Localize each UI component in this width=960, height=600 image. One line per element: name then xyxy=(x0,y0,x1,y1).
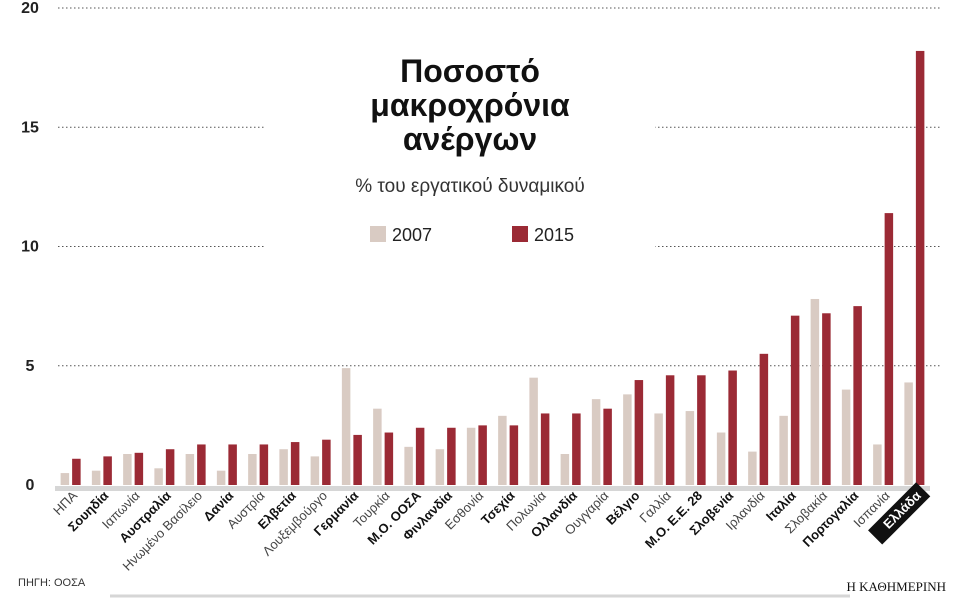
y-tick-label: 5 xyxy=(26,358,35,375)
bar xyxy=(560,453,570,485)
bar xyxy=(322,439,331,485)
bar xyxy=(665,375,675,485)
bar xyxy=(591,399,601,485)
legend-swatch xyxy=(512,226,528,242)
y-tick-label: 0 xyxy=(26,477,35,494)
bar xyxy=(384,432,394,485)
bar xyxy=(216,470,226,485)
bar xyxy=(853,306,862,485)
bar xyxy=(478,425,487,485)
bar xyxy=(603,408,612,485)
bar xyxy=(404,446,413,485)
bar xyxy=(60,473,70,485)
bar xyxy=(572,413,581,485)
bar xyxy=(654,413,663,485)
bar xyxy=(716,432,726,485)
title-backdrop xyxy=(265,40,655,255)
bar xyxy=(748,451,757,485)
bar xyxy=(185,453,195,485)
bar xyxy=(623,394,632,485)
bar xyxy=(134,452,144,485)
chart-subtitle: % του εργατικού δυναμικού xyxy=(355,176,584,197)
chart-title: ανέργων xyxy=(403,121,537,157)
legend-label: 2015 xyxy=(534,225,574,245)
bar xyxy=(259,444,269,485)
bar xyxy=(904,382,913,485)
bar xyxy=(685,411,695,485)
bar xyxy=(279,449,288,485)
bar xyxy=(915,50,925,486)
bar xyxy=(228,444,237,485)
bar xyxy=(509,425,519,485)
brand: Η ΚΑΘΗΜΕΡΙΝΗ xyxy=(847,579,947,594)
bar xyxy=(197,444,206,485)
bar xyxy=(290,442,300,485)
bar xyxy=(165,449,175,485)
bar xyxy=(810,298,820,485)
bar xyxy=(103,456,112,485)
highlight-box xyxy=(868,482,931,545)
y-tick-label: 20 xyxy=(21,0,39,17)
bar xyxy=(790,315,800,485)
bar xyxy=(341,368,351,485)
bar xyxy=(310,456,320,485)
y-tick-label: 10 xyxy=(21,239,39,256)
bar xyxy=(435,449,445,485)
bar xyxy=(697,375,706,485)
baseline xyxy=(55,486,930,491)
bar xyxy=(779,415,788,485)
bar xyxy=(154,468,163,485)
legend-label: 2007 xyxy=(392,225,432,245)
source: ΠΗΓΗ: ΟΟΣΑ xyxy=(18,577,86,589)
bar xyxy=(123,453,132,485)
bar xyxy=(415,427,425,485)
bar xyxy=(91,470,101,485)
bar xyxy=(529,377,538,485)
bar xyxy=(634,380,644,485)
bar xyxy=(248,453,257,485)
bar xyxy=(873,444,882,485)
chart-title: μακροχρόνια xyxy=(370,87,570,123)
bar xyxy=(447,427,456,485)
y-tick-label: 15 xyxy=(21,119,39,136)
chart-title: Ποσοστό xyxy=(400,53,540,89)
bar xyxy=(822,313,831,485)
bar xyxy=(540,413,550,485)
bar xyxy=(884,213,894,486)
bar xyxy=(728,370,737,485)
bar xyxy=(353,434,362,485)
bar xyxy=(498,415,507,485)
legend-swatch xyxy=(370,226,386,242)
bar xyxy=(466,427,476,485)
bar xyxy=(373,408,382,485)
bar xyxy=(759,353,769,485)
bar xyxy=(72,458,81,485)
bar xyxy=(841,389,851,485)
